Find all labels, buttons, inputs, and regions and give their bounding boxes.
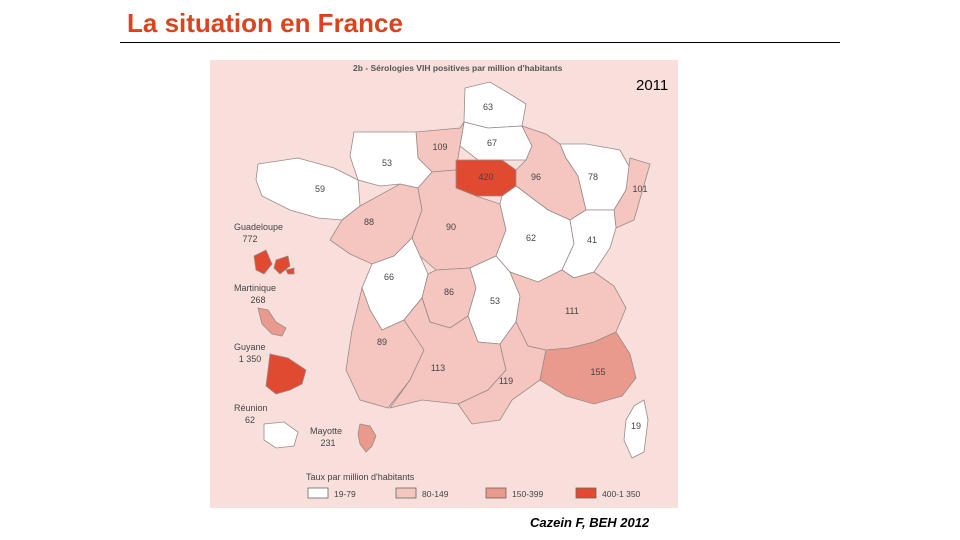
region-value: 90 (446, 222, 456, 232)
legend-swatch (395, 487, 417, 499)
legend-label: 400-1 350 (602, 489, 641, 499)
region-value: 86 (444, 287, 454, 297)
region-value: 41 (587, 235, 597, 245)
region-value: 119 (499, 376, 513, 386)
region-languedoc-roussillon (457, 321, 547, 425)
region-value: 88 (364, 217, 374, 227)
region-value: 63 (483, 102, 493, 112)
overseas-name-reunion: Réunion (234, 403, 268, 413)
region-franche-comte (561, 209, 617, 279)
overseas-value-mayotte: 231 (320, 438, 335, 448)
region-bretagne (255, 157, 361, 221)
legend-swatch (575, 487, 597, 499)
region-value: 109 (432, 142, 447, 152)
overseas-value-guyane: 1 350 (239, 354, 262, 364)
year-label: 2011 (636, 77, 669, 94)
legend-title: Taux par million d'habitants (306, 472, 415, 482)
legend-label: 19-79 (334, 489, 356, 499)
overseas-value-reunion: 62 (245, 415, 255, 425)
overseas-shape-guyane (265, 353, 307, 395)
region-labels: 63 67 109 53 59 420 96 78 101 88 90 62 4… (315, 102, 648, 431)
choropleth-map: 2b - Sérologies VIH positives par millio… (210, 60, 678, 508)
map-svg: 2b - Sérologies VIH positives par millio… (234, 63, 651, 499)
overseas-value-martinique: 268 (250, 295, 265, 305)
region-value: 111 (565, 306, 579, 316)
overseas-name-guyane: Guyane (234, 342, 266, 352)
region-value: 113 (431, 363, 445, 373)
region-value: 155 (590, 367, 605, 377)
region-value: 53 (490, 296, 500, 306)
overseas-shape-martinique (257, 307, 287, 337)
slide-title: La situation en France (127, 8, 403, 38)
legend-label: 80-149 (422, 489, 449, 499)
region-value: 19 (631, 421, 641, 431)
region-value: 53 (382, 158, 392, 168)
metropolitan-regions (255, 81, 651, 459)
overseas-shape-mayotte (357, 423, 377, 453)
overseas-name-mayotte: Mayotte (310, 426, 342, 436)
map-subtitle: 2b - Sérologies VIH positives par millio… (353, 63, 563, 73)
region-value: 59 (315, 184, 325, 194)
overseas-value-guadeloupe: 772 (242, 234, 257, 244)
region-value: 420 (478, 172, 493, 182)
region-corse (623, 399, 649, 459)
region-value: 67 (487, 138, 497, 148)
region-value: 96 (531, 172, 541, 182)
overseas-departments: Guadeloupe 772 Martinique 268 Guyane 1 3… (234, 222, 377, 453)
region-value: 89 (377, 337, 387, 347)
region-value: 66 (384, 272, 394, 282)
map-legend: Taux par million d'habitants 19-79 80-14… (306, 472, 641, 499)
overseas-shape-reunion (263, 421, 299, 449)
region-nord-pas-de-calais (463, 81, 527, 129)
region-value: 78 (588, 172, 598, 182)
overseas-name-martinique: Martinique (234, 283, 276, 293)
legend-label: 150-399 (512, 489, 543, 499)
citation: Cazein F, BEH 2012 (530, 515, 650, 530)
region-provence-alpes-cote-d-azur (539, 331, 637, 405)
legend-swatch (485, 487, 507, 499)
legend-swatch (307, 487, 329, 499)
region-value: 62 (526, 233, 536, 243)
region-value: 101 (632, 184, 647, 194)
overseas-name-guadeloupe: Guadeloupe (234, 222, 283, 232)
overseas-shape-guadeloupe (253, 249, 295, 275)
region-alsace (613, 157, 651, 229)
title-underline (120, 42, 840, 43)
